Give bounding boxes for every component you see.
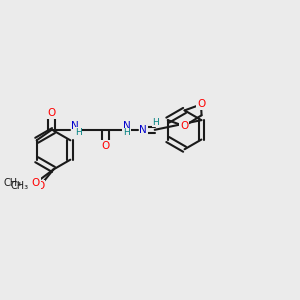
Text: CH₃: CH₃	[4, 178, 22, 188]
Text: N: N	[140, 125, 147, 135]
Text: CH₃: CH₃	[11, 181, 29, 191]
Text: O: O	[101, 141, 110, 151]
Text: H: H	[75, 128, 82, 137]
Text: O: O	[32, 178, 40, 188]
Text: O: O	[180, 121, 188, 131]
Text: H: H	[152, 118, 159, 127]
Text: O: O	[36, 181, 44, 191]
Text: O: O	[197, 99, 205, 110]
Text: H: H	[123, 128, 130, 137]
Text: O: O	[47, 108, 56, 118]
Text: N: N	[71, 121, 79, 131]
Text: N: N	[123, 121, 130, 131]
